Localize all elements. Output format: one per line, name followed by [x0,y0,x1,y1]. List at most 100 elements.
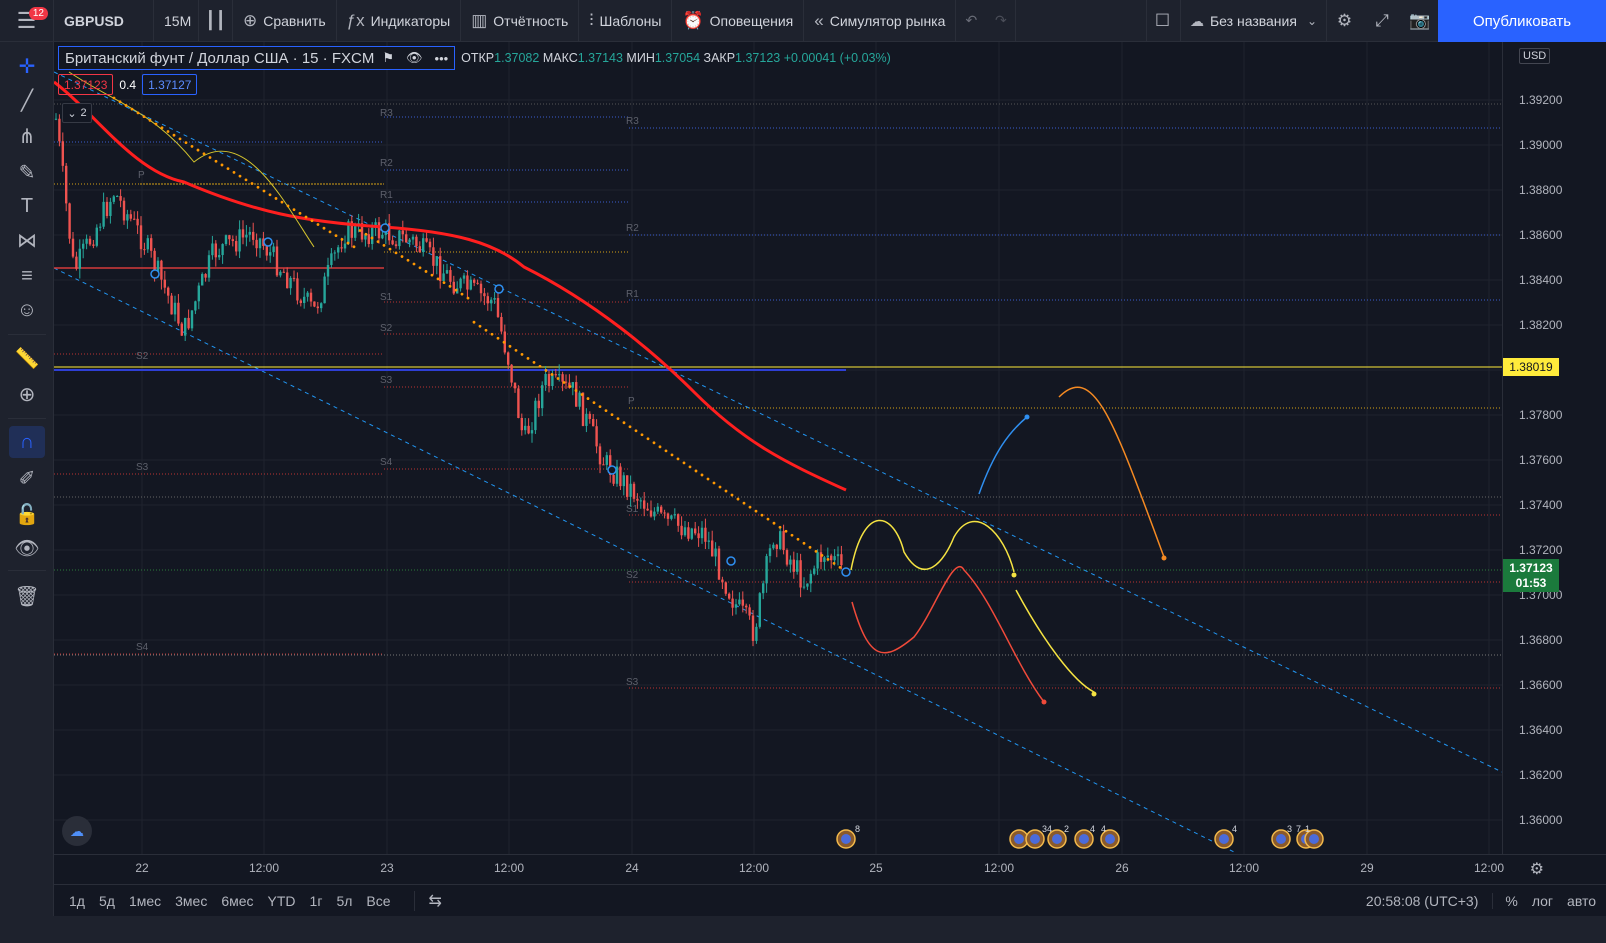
snapshot-button[interactable]: 📷 [1402,0,1438,42]
psar-dot [364,232,368,236]
measure-tool[interactable]: 📏 [9,342,45,374]
fullscreen-button[interactable]: ⤢ [1364,0,1400,42]
psar-dot [418,266,422,270]
psar-dot [472,320,476,324]
hline-price-tag: 1.38019 [1503,358,1559,376]
undo-button[interactable]: ↶ [956,0,986,42]
log-toggle[interactable]: лог [1531,893,1554,909]
compare-button[interactable]: ⊕ Сравнить [233,0,337,42]
stay-drawing-tool[interactable]: ✐ [9,462,45,494]
event-count: 3 [1287,824,1292,834]
candle-body [666,513,670,519]
pivot-label: S4 [380,457,393,468]
time-tick-label: 25 [869,861,883,875]
redo-button[interactable]: ↷ [986,0,1017,42]
candle-body [82,243,85,249]
candle-body [401,230,404,235]
psar-dot [712,481,716,485]
more-icon[interactable]: ••• [434,50,449,66]
psar-dot [274,197,278,200]
psar-dot [502,340,506,344]
candle-body [350,221,353,238]
settings-icon[interactable]: ⚙ [1529,861,1544,878]
symbol-search-button[interactable]: GBPUSD [54,0,154,42]
tradingview-logo[interactable]: ☁ [62,816,92,846]
range-button[interactable]: YTD [267,892,296,909]
candle-body [690,528,693,539]
candle-body [214,243,217,258]
candle-body [694,528,697,534]
psar-dot [298,211,302,215]
eye-icon[interactable]: 👁 [406,50,423,65]
time-tick-label: 29 [1360,861,1374,875]
candle-body [585,413,588,426]
hide-tool[interactable]: 👁 [9,532,45,564]
trendline-tool[interactable]: ╱ [9,84,45,116]
replay-button[interactable]: « Симулятор рынка [804,0,957,42]
layout-name-button[interactable]: ☁ Без названия ⌄ [1180,0,1326,42]
magnet-tool[interactable]: ∩ [9,426,45,458]
interval-button[interactable]: 15M [154,0,199,42]
time-scale[interactable]: 22 12:00 23 12:00 24 12:00 25 12:00 26 12:00 29 12:… [54,854,1606,884]
main-menu-button[interactable]: ☰ 12 [0,0,54,42]
range-button[interactable]: 5л [336,892,353,909]
separator [8,334,46,335]
event-count: 2 [1064,824,1069,834]
indicators-button[interactable]: ƒx Индикаторы [337,0,462,42]
zoom-tool[interactable]: ⊕ [9,378,45,410]
alerts-button[interactable]: ⏰ Оповещения [672,0,805,42]
psar-dot [346,241,350,245]
remove-tool[interactable]: 🗑 [9,580,45,612]
lock-tool[interactable]: 🔓 [9,498,45,530]
range-button[interactable]: 6мес [221,892,254,909]
price-marker [726,556,736,566]
chart-type-button[interactable]: ┃┃ [199,0,233,42]
layout-square-button[interactable]: ☐ [1146,0,1178,42]
templates-button[interactable]: ⫶ Шаблоны [579,0,673,42]
candle-body [581,392,585,426]
candle-body [802,586,806,588]
auto-toggle[interactable]: авто [1567,893,1596,909]
candle-body [340,247,343,249]
range-button[interactable]: 1г [309,892,323,909]
range-button[interactable]: 3мес [175,892,208,909]
currency-tag[interactable]: USD [1519,48,1551,64]
flag-core [1309,834,1319,844]
price-scale[interactable]: USD 1.39200 1.39000 1.38800 1.38600 1.38400 1… [1502,42,1606,854]
range-button[interactable]: 1мес [128,892,162,909]
settings-button[interactable]: ⚙ [1326,0,1362,42]
candle-body [119,196,122,201]
prediction-tool[interactable]: ≡ [9,260,45,292]
collapse-indicators-button[interactable]: ⌄ 2 [62,103,92,123]
channel-lower-line [54,267,1235,853]
candle-body [432,247,435,266]
percent-toggle[interactable]: % [1492,893,1518,909]
icons-tool[interactable]: ☺ [9,294,45,326]
range-button[interactable]: 5д [98,892,115,909]
fib-tool[interactable]: ⋔ [9,120,45,152]
legend-title-box[interactable]: Британский фунт / Доллар США · 15 · FXCM… [58,46,456,70]
price-marker [494,284,504,294]
range-button[interactable]: 1д [69,892,85,909]
candle-body [95,227,98,246]
sell-button[interactable]: 1.37123 [58,74,114,95]
goto-date-icon[interactable]: ⇆ [413,890,442,911]
range-button[interactable]: Все [366,892,391,909]
candle-body [568,382,571,388]
candle-body [112,196,115,202]
publish-button[interactable]: Опубликовать [1438,0,1606,42]
clock[interactable]: 20:58:08 (UTC+3) [1365,893,1479,909]
unlock-icon: 🔓 [14,503,40,526]
psar-dot [412,262,416,266]
pattern-tool[interactable]: ⋈ [9,224,45,256]
candle-body [609,455,612,475]
brush-tool[interactable]: ✎ [9,156,45,188]
candle-body [371,227,374,245]
psar-dot [556,377,560,380]
crosshair-tool[interactable]: ✛ [9,50,45,82]
buy-button[interactable]: 1.37127 [142,74,198,95]
psar-dot [250,182,254,185]
report-button[interactable]: ▥ Отчётность [461,0,580,42]
text-tool[interactable]: T [9,190,45,222]
